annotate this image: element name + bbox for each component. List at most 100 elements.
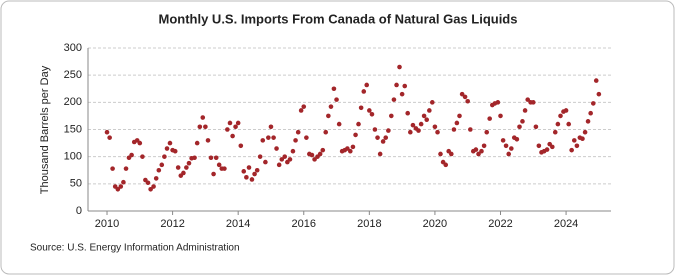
point xyxy=(279,157,285,162)
x-tick-label: 2016 xyxy=(292,218,316,230)
point xyxy=(498,113,503,119)
source: Source: U.S. Energy Information Administ… xyxy=(30,243,240,254)
point xyxy=(481,143,487,149)
point xyxy=(350,144,356,150)
point xyxy=(298,108,304,113)
point xyxy=(172,148,178,154)
point xyxy=(320,147,326,153)
point xyxy=(593,78,599,83)
point xyxy=(476,151,481,157)
point xyxy=(459,91,465,97)
point xyxy=(552,129,558,135)
point xyxy=(503,143,509,149)
point xyxy=(372,127,378,132)
point xyxy=(205,138,211,143)
point xyxy=(211,171,216,177)
x-tick-label: 2012 xyxy=(160,218,184,230)
point xyxy=(410,122,416,128)
y-axis-label: Thousand Barrels per Day xyxy=(39,65,51,194)
point xyxy=(479,148,484,154)
point xyxy=(555,121,561,127)
point xyxy=(336,121,342,127)
point xyxy=(443,162,449,168)
x-tick-label: 2024 xyxy=(554,218,578,230)
point xyxy=(249,177,255,182)
point xyxy=(104,129,110,135)
point xyxy=(596,91,602,97)
x-tick-label: 2018 xyxy=(357,218,381,230)
y-tick-label: 50 xyxy=(70,178,82,190)
point xyxy=(323,129,329,135)
point xyxy=(353,132,358,138)
point xyxy=(435,129,440,135)
point xyxy=(495,100,501,105)
point xyxy=(484,129,490,135)
point xyxy=(405,110,411,116)
point xyxy=(375,135,380,140)
point xyxy=(536,143,542,149)
point xyxy=(588,110,593,116)
point xyxy=(429,100,435,105)
point xyxy=(509,146,514,151)
point xyxy=(438,151,443,157)
point xyxy=(266,135,271,140)
point xyxy=(462,94,468,100)
point xyxy=(293,138,298,143)
point xyxy=(377,151,383,157)
point xyxy=(107,135,112,140)
point xyxy=(399,91,405,97)
point xyxy=(164,146,170,151)
x-tick-label: 2022 xyxy=(488,218,512,230)
point xyxy=(418,121,424,127)
point xyxy=(129,152,134,158)
point xyxy=(271,135,276,140)
point xyxy=(358,105,364,111)
point xyxy=(222,166,227,171)
x-tick-label: 2014 xyxy=(226,218,250,230)
point xyxy=(227,120,233,126)
point xyxy=(268,124,274,130)
y-tick-label: 100 xyxy=(64,151,82,163)
point xyxy=(391,97,397,102)
point xyxy=(334,97,339,102)
point xyxy=(457,113,462,119)
point xyxy=(225,127,230,132)
point xyxy=(263,159,268,165)
x-tick-label: 2010 xyxy=(95,218,119,230)
point xyxy=(558,113,563,119)
point xyxy=(383,135,389,140)
point xyxy=(571,138,577,143)
chart-title: Monthly U.S. Imports From Canada of Natu… xyxy=(159,11,518,26)
point xyxy=(145,180,151,186)
point xyxy=(386,128,391,133)
point xyxy=(421,113,427,119)
point xyxy=(563,108,569,113)
point xyxy=(216,162,222,168)
point xyxy=(290,148,296,154)
point xyxy=(121,179,126,185)
point xyxy=(520,119,525,124)
point xyxy=(203,124,208,130)
y-tick-label: 200 xyxy=(64,96,82,108)
point xyxy=(181,170,186,176)
point xyxy=(468,127,473,132)
point xyxy=(197,124,203,130)
point xyxy=(312,157,317,162)
point xyxy=(397,64,402,70)
point xyxy=(367,108,372,113)
point xyxy=(156,167,162,173)
point xyxy=(110,166,115,171)
point xyxy=(115,186,121,192)
point xyxy=(317,151,323,157)
point xyxy=(162,154,167,159)
point xyxy=(213,155,219,161)
point xyxy=(309,152,315,158)
point xyxy=(118,184,124,189)
point xyxy=(345,146,350,151)
point xyxy=(544,147,550,152)
point xyxy=(276,162,282,168)
point xyxy=(140,154,145,159)
point xyxy=(287,157,293,162)
point xyxy=(159,162,165,168)
point xyxy=(151,184,156,189)
